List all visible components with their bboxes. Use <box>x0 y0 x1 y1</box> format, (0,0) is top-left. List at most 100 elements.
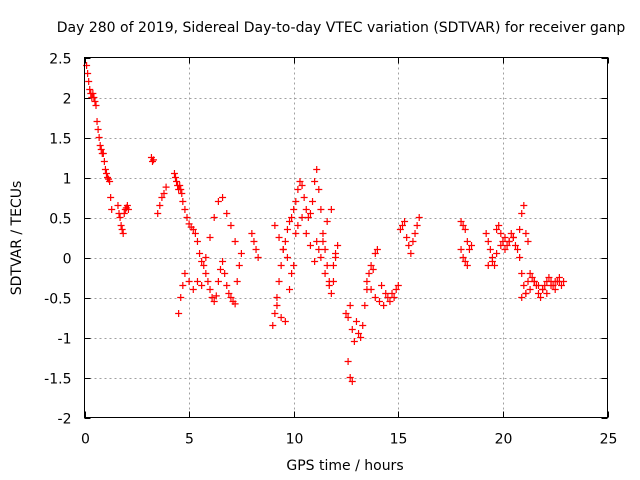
data-point <box>403 234 411 241</box>
x-tick-label: 0 <box>81 432 90 448</box>
data-point <box>172 174 180 181</box>
data-point <box>150 156 158 164</box>
data-point <box>518 210 526 217</box>
data-point <box>384 294 392 301</box>
data-point <box>102 170 110 177</box>
data-point <box>461 258 469 265</box>
data-point <box>369 266 377 273</box>
data-point <box>382 290 390 297</box>
y-tick-label: 0.5 <box>49 212 71 228</box>
data-point <box>491 262 499 269</box>
data-point <box>277 262 285 269</box>
data-point <box>522 290 530 297</box>
data-point <box>484 238 492 245</box>
y-tick-label: 2.5 <box>49 52 71 68</box>
data-point <box>315 186 323 193</box>
x-tick-label: 25 <box>600 432 618 448</box>
data-point <box>208 294 216 301</box>
data-point <box>170 170 178 177</box>
data-point <box>407 250 415 257</box>
data-point <box>461 226 469 233</box>
data-point <box>281 238 289 245</box>
data-point <box>200 262 208 269</box>
data-point <box>543 290 551 297</box>
data-point <box>357 334 365 341</box>
data-point <box>296 178 304 185</box>
data-point <box>193 278 201 285</box>
data-point <box>311 178 319 185</box>
data-point <box>484 262 492 269</box>
plot-frame <box>84 57 608 418</box>
data-point <box>93 118 101 125</box>
data-point <box>198 282 206 289</box>
data-point <box>154 210 162 217</box>
data-point <box>507 230 515 237</box>
data-point <box>202 270 210 277</box>
data-point <box>304 214 312 221</box>
data-point <box>86 86 94 93</box>
data-point <box>459 222 467 229</box>
data-point <box>394 282 402 289</box>
data-point <box>214 278 222 285</box>
y-tick-label: 0 <box>63 252 72 268</box>
data-point <box>300 194 308 201</box>
data-point <box>359 322 367 329</box>
data-point <box>465 246 473 253</box>
data-point <box>189 286 197 293</box>
data-point <box>398 222 406 229</box>
data-point <box>495 222 503 229</box>
data-point <box>216 266 224 273</box>
data-point <box>534 290 542 297</box>
data-point <box>457 246 465 253</box>
data-point <box>332 250 340 257</box>
data-point <box>227 222 235 229</box>
x-tick-label: 5 <box>185 432 194 448</box>
data-point <box>555 278 563 285</box>
data-point <box>493 226 501 233</box>
data-point <box>219 194 227 201</box>
data-point <box>541 282 549 289</box>
data-point <box>124 206 132 213</box>
data-point <box>321 246 329 253</box>
data-point <box>294 186 302 193</box>
data-point <box>176 182 184 189</box>
data-point <box>361 302 369 309</box>
data-point <box>520 202 528 209</box>
data-point <box>198 258 206 265</box>
data-point <box>119 230 127 237</box>
data-point <box>539 286 547 293</box>
data-point <box>189 226 197 233</box>
data-point <box>104 174 112 181</box>
data-point <box>279 246 287 253</box>
grid-lines <box>84 57 608 418</box>
data-point <box>175 310 183 317</box>
x-axis-label: GPS time / hours <box>286 458 403 474</box>
data-point <box>231 238 239 245</box>
data-point <box>329 278 337 285</box>
data-point <box>292 230 300 237</box>
data-point <box>497 242 505 249</box>
data-point <box>401 218 409 225</box>
data-point <box>551 286 559 293</box>
data-point <box>344 358 352 365</box>
data-point <box>275 234 283 241</box>
data-point <box>254 254 262 261</box>
data-point <box>179 282 187 289</box>
data-point <box>518 270 526 277</box>
data-point <box>290 262 298 269</box>
data-point <box>373 246 381 253</box>
data-point <box>545 274 553 281</box>
data-point <box>302 230 310 237</box>
y-axis-tick-labels: 2.5 2 1.5 1 0.5 0 -0.5 -1 -1.5 -2 <box>44 52 71 428</box>
data-point <box>528 274 536 281</box>
data-point <box>206 234 214 241</box>
data-point <box>107 194 115 201</box>
data-point <box>178 190 186 197</box>
data-point <box>390 294 398 301</box>
data-point <box>235 262 243 269</box>
data-point <box>101 166 109 173</box>
data-point <box>367 262 375 269</box>
y-tick-label: 1 <box>63 172 72 188</box>
data-point <box>468 242 476 249</box>
